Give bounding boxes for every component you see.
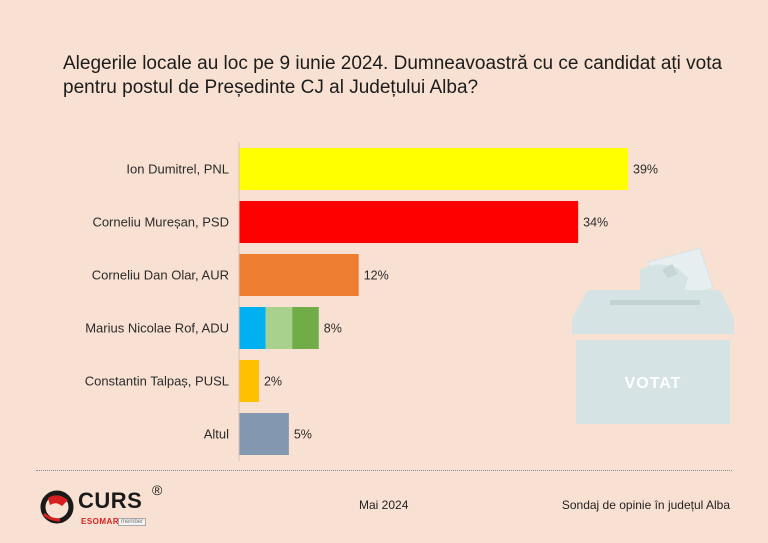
member-label: member	[118, 518, 147, 526]
bar	[239, 413, 289, 455]
value-label: 39%	[633, 163, 658, 177]
ballot-box-label: VOTAT	[625, 375, 682, 392]
value-label: 34%	[583, 216, 608, 230]
ballot-slot	[610, 300, 700, 305]
category-label: Marius Nicolae Rof, ADU	[85, 321, 229, 336]
bar-segment	[239, 307, 266, 349]
footer-divider	[36, 470, 732, 471]
category-label: Altul	[204, 427, 229, 442]
registered-mark: ®	[152, 482, 163, 498]
bar	[239, 254, 359, 296]
curs-logo-icon	[40, 490, 74, 524]
curs-logo: CURS ® ESOMAR member	[40, 482, 180, 532]
footer-date: Mai 2024	[359, 498, 409, 512]
curs-logo-text: CURS	[78, 488, 143, 513]
bar-segment	[265, 307, 293, 349]
category-label: Corneliu Mureșan, PSD	[92, 215, 229, 230]
value-label: 8%	[324, 322, 342, 336]
bar-chart: Ion Dumitrel, PNL 39% Corneliu Mureșan, PS…	[85, 142, 658, 461]
ballot-box-body	[576, 340, 730, 424]
bar	[239, 148, 628, 190]
esomar-label: ESOMAR	[81, 517, 120, 526]
category-label: Corneliu Dan Olar, AUR	[92, 268, 229, 283]
chart-title: Alegerile locale au loc pe 9 iunie 2024.…	[63, 53, 723, 98]
footer-note: Sondaj de opinie în județul Alba	[561, 498, 730, 512]
ballot-box-illustration: VOTAT	[572, 247, 734, 424]
bar	[239, 201, 579, 243]
value-label: 12%	[364, 269, 389, 283]
category-label: Constantin Talpaș, PUSL	[85, 374, 229, 389]
bar-segment	[292, 307, 319, 349]
value-label: 5%	[294, 428, 312, 442]
bar	[239, 360, 259, 402]
category-label: Ion Dumitrel, PNL	[126, 162, 229, 177]
value-label: 2%	[264, 375, 282, 389]
